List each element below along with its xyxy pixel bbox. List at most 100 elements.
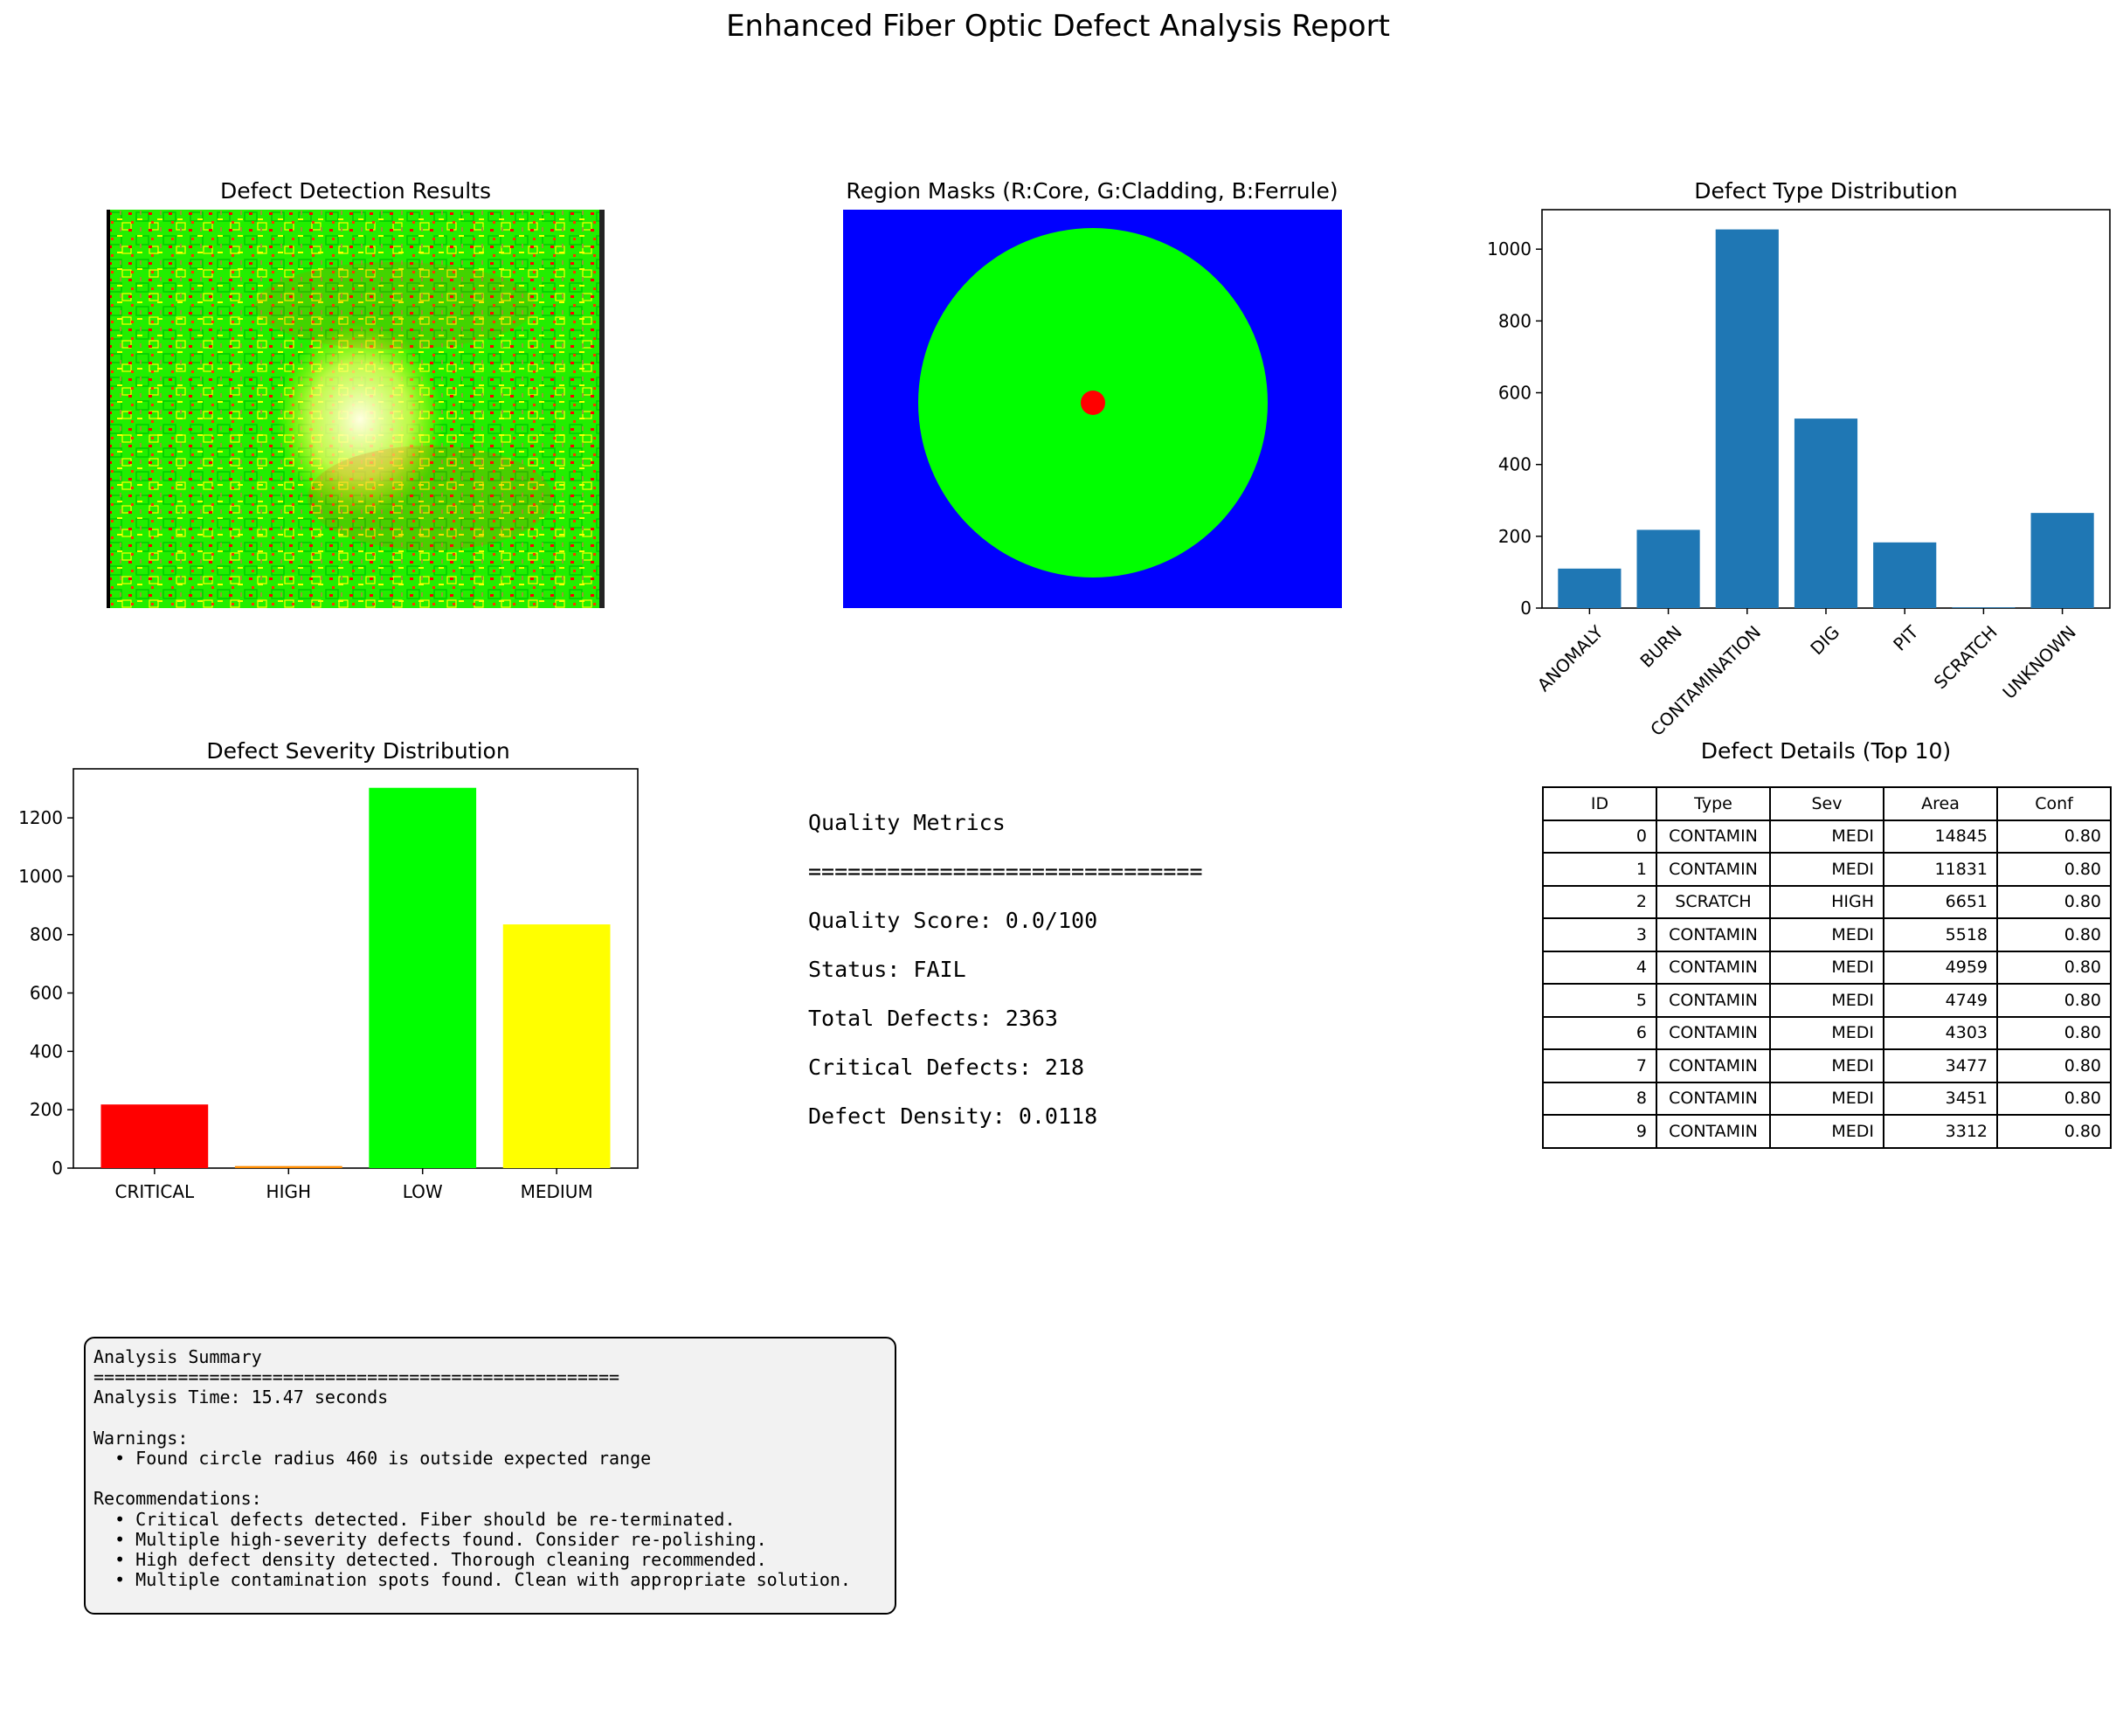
table-row: 1 CONTAMIN MEDI 11831 0.80: [1542, 852, 2112, 887]
cell-type: CONTAMIN: [1656, 1081, 1771, 1116]
bar-burn: [1636, 529, 1700, 608]
x-tick-label: BURN: [1635, 621, 1685, 671]
table-row: 6 CONTAMIN MEDI 4303 0.80: [1542, 1015, 2112, 1050]
summary-heading: Analysis Summary: [93, 1346, 262, 1367]
table-row: 5 CONTAMIN MEDI 4749 0.80: [1542, 983, 2112, 1018]
table-row: 4 CONTAMIN MEDI 4959 0.80: [1542, 950, 2112, 985]
cell-area: 14845: [1883, 819, 1998, 854]
cell-sev: MEDI: [1769, 950, 1884, 985]
recommendation-item: • Multiple contamination spots found. Cl…: [93, 1569, 851, 1591]
table-row: 0 CONTAMIN MEDI 14845 0.80: [1542, 819, 2112, 854]
bar-medium: [502, 924, 611, 1168]
bar-high: [234, 1165, 342, 1168]
y-tick-label: 0: [52, 1158, 63, 1179]
cell-area: 5518: [1883, 917, 1998, 952]
x-tick-label: PIT: [1889, 621, 1923, 655]
cell-sev: MEDI: [1769, 1048, 1884, 1083]
severity-chart-title: Defect Severity Distribution: [206, 738, 510, 764]
masks-panel-title: Region Masks (R:Core, G:Cladding, B:Ferr…: [846, 178, 1338, 204]
defect-detection-image: [107, 210, 605, 608]
cell-type: CONTAMIN: [1656, 983, 1771, 1018]
x-tick-label: UNKNOWN: [1998, 621, 2079, 702]
warnings-heading: Warnings:: [93, 1427, 189, 1449]
table-row: 9 CONTAMIN MEDI 3312 0.80: [1542, 1114, 2112, 1149]
cell-sev: MEDI: [1769, 1081, 1884, 1116]
col-header-id: ID: [1542, 786, 1657, 821]
cell-conf: 0.80: [1996, 1114, 2112, 1149]
y-tick-label: 800: [1498, 310, 1532, 331]
cell-area: 4959: [1883, 950, 1998, 985]
y-tick-label: 400: [1498, 454, 1532, 475]
y-tick-label: 1000: [18, 866, 63, 887]
bar-anomaly: [1558, 568, 1622, 608]
bar-contamination: [1715, 229, 1779, 608]
x-tick-label: SCRATCH: [1930, 621, 2002, 693]
cell-area: 11831: [1883, 852, 1998, 887]
cell-conf: 0.80: [1996, 852, 2112, 887]
cell-conf: 0.80: [1996, 1081, 2112, 1116]
x-tick-label: DIG: [1806, 621, 1843, 659]
cell-id: 0: [1542, 819, 1657, 854]
table-row: 7 CONTAMIN MEDI 3477 0.80: [1542, 1048, 2112, 1083]
y-tick-label: 600: [1498, 383, 1532, 404]
table-header-row: ID Type Sev Area Conf: [1542, 786, 2112, 821]
quality-score: Quality Score: 0.0/100: [808, 908, 1098, 933]
cell-type: CONTAMIN: [1656, 950, 1771, 985]
y-tick-label: 1200: [18, 807, 63, 828]
bar-pit: [1873, 542, 1937, 608]
details-table-title: Defect Details (Top 10): [1700, 738, 1952, 764]
cell-id: 3: [1542, 917, 1657, 952]
cell-type: CONTAMIN: [1656, 1048, 1771, 1083]
col-header-type: Type: [1656, 786, 1771, 821]
bar-low: [369, 787, 477, 1168]
recommendations-heading: Recommendations:: [93, 1488, 262, 1510]
quality-status: Status: FAIL: [808, 957, 966, 982]
warning-item: • Found circle radius 460 is outside exp…: [93, 1448, 652, 1470]
bar-scratch: [1952, 607, 2016, 608]
x-tick-label: ANOMALY: [1533, 621, 1608, 695]
cell-area: 3451: [1883, 1081, 1998, 1116]
cell-area: 3477: [1883, 1048, 1998, 1083]
cell-area: 3312: [1883, 1114, 1998, 1149]
cell-type: CONTAMIN: [1656, 917, 1771, 952]
table-row: 8 CONTAMIN MEDI 3451 0.80: [1542, 1081, 2112, 1116]
cell-conf: 0.80: [1996, 950, 2112, 985]
type-chart-title: Defect Type Distribution: [1694, 178, 1958, 204]
analysis-time: Analysis Time: 15.47 seconds: [93, 1387, 389, 1408]
y-tick-label: 200: [1498, 526, 1532, 547]
y-tick-label: 400: [30, 1041, 63, 1062]
bar-critical: [100, 1104, 209, 1168]
cell-sev: MEDI: [1769, 983, 1884, 1018]
y-tick-label: 800: [30, 924, 63, 945]
recommendation-item: • High defect density detected. Thorough…: [93, 1549, 767, 1571]
bar-dig: [1794, 418, 1858, 608]
cell-id: 4: [1542, 950, 1657, 985]
cell-id: 5: [1542, 983, 1657, 1018]
metrics-rule: ==============================: [808, 859, 1203, 884]
summary-rule: ========================================…: [93, 1366, 620, 1388]
cell-id: 8: [1542, 1081, 1657, 1116]
cell-type: CONTAMIN: [1656, 1114, 1771, 1149]
cell-sev: HIGH: [1769, 884, 1884, 919]
cell-sev: MEDI: [1769, 917, 1884, 952]
cell-id: 9: [1542, 1114, 1657, 1149]
cell-conf: 0.80: [1996, 983, 2112, 1018]
report-title: Enhanced Fiber Optic Defect Analysis Rep…: [726, 9, 1390, 44]
cell-id: 2: [1542, 884, 1657, 919]
cell-id: 1: [1542, 852, 1657, 887]
y-tick-label: 1000: [1487, 239, 1532, 259]
cell-type: CONTAMIN: [1656, 819, 1771, 854]
cell-conf: 0.80: [1996, 819, 2112, 854]
defect-severity-chart: 0 200 400 600 800 1000 1200 CRITICAL HIGH LOW MEDI…: [18, 768, 639, 1202]
table-row: 2 SCRATCH HIGH 6651 0.80: [1542, 884, 2112, 919]
recommendation-item: • Multiple high-severity defects found. …: [93, 1528, 767, 1550]
recommendation-item: • Critical defects detected. Fiber shoul…: [93, 1508, 736, 1530]
cell-area: 6651: [1883, 884, 1998, 919]
cell-sev: MEDI: [1769, 1114, 1884, 1149]
cell-conf: 0.80: [1996, 1048, 2112, 1083]
core-region: [1081, 391, 1105, 415]
total-defects: Total Defects: 2363: [808, 1006, 1058, 1031]
cell-sev: MEDI: [1769, 819, 1884, 854]
cell-id: 7: [1542, 1048, 1657, 1083]
